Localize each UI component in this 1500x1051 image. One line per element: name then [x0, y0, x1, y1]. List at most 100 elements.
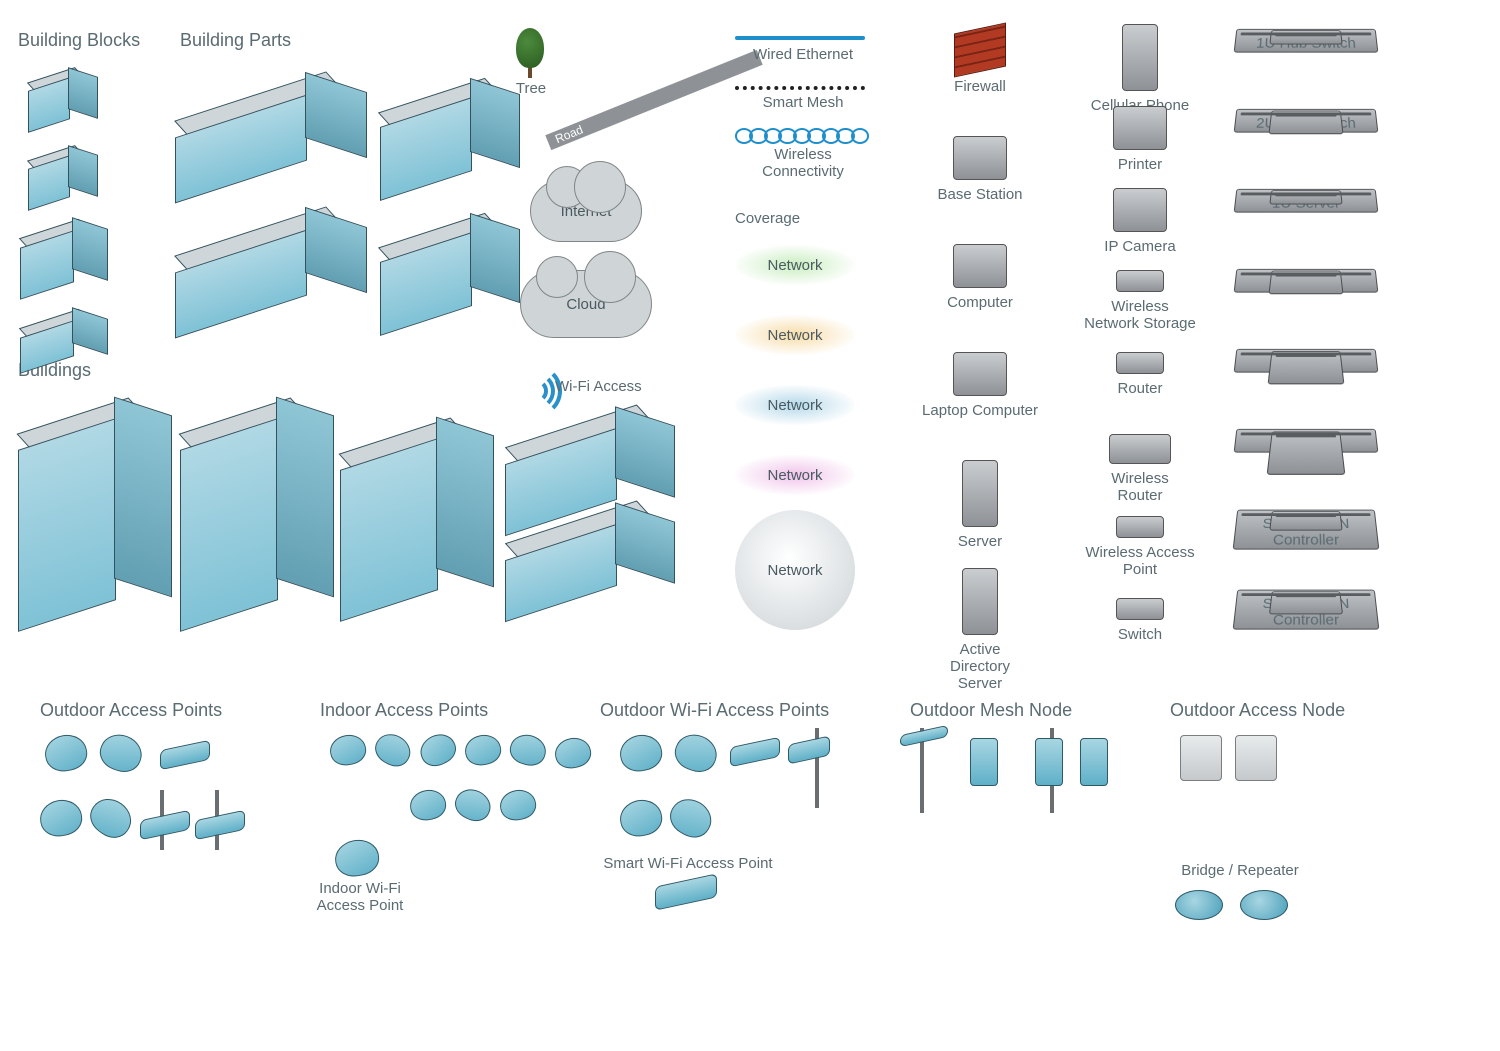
indoor-ap-icon — [498, 787, 539, 823]
repeater-icon — [1240, 890, 1288, 920]
outdoor-wifi-ap-icon — [730, 737, 780, 768]
device-ad_server-label: Active Directory Server — [910, 641, 1050, 692]
smart-wifi-ap-label: Smart Wi-Fi Access Point — [598, 855, 778, 872]
device-srv1u-icon — [1269, 190, 1342, 204]
outdoor-wifi-ap-icon — [617, 797, 665, 840]
coverage-heading: Coverage — [735, 210, 800, 227]
device-wlan1: Smart WLAN Controller — [1233, 510, 1380, 550]
heading-outdoor-ap: Outdoor Access Points — [40, 700, 222, 721]
indoor-ap-icon — [328, 732, 369, 768]
device-hub1u-icon — [1269, 30, 1342, 44]
building-part-1 — [175, 90, 375, 200]
device-computer-label: Computer — [910, 294, 1050, 311]
wifi-access-icon — [510, 365, 554, 409]
device-printer-label: Printer — [1070, 156, 1210, 173]
device-computer-icon — [953, 244, 1007, 288]
outdoor-ap-icon — [42, 732, 90, 775]
device-wns-label: Wireless Network Storage — [1070, 298, 1210, 332]
device-router: Router — [1070, 352, 1210, 397]
smart-mesh-line — [735, 86, 865, 90]
device-wlan2: Smart WLAN Controller — [1233, 590, 1380, 630]
device-ipcam: IP Camera — [1070, 188, 1210, 255]
device-ipcam-label: IP Camera — [1070, 238, 1210, 255]
indoor-wifi-ap-label: Indoor Wi-Fi Access Point — [305, 880, 415, 914]
building-block-1 — [28, 72, 98, 132]
road-icon: Road — [545, 50, 762, 150]
device-srv2u: 2U Server — [1234, 269, 1379, 293]
device-srv3u-icon — [1268, 351, 1345, 384]
internet-cloud-icon: Internet — [530, 180, 642, 242]
road-label: Road — [553, 122, 585, 146]
device-server-label: Server — [910, 533, 1050, 550]
device-srv4u: 4U Server — [1234, 429, 1379, 453]
indoor-ap-icon — [507, 731, 550, 769]
tree-icon — [516, 28, 544, 76]
building-4 — [505, 420, 685, 620]
device-router-icon — [1116, 352, 1164, 374]
device-ad_server-icon — [962, 568, 998, 635]
device-switch-icon — [1116, 598, 1164, 620]
device-laptop-icon — [953, 352, 1007, 396]
device-wlan2-icon — [1269, 591, 1343, 614]
device-switch: Switch — [1070, 598, 1210, 643]
device-srv4u-icon — [1267, 431, 1346, 474]
device-laptop-label: Laptop Computer — [910, 402, 1050, 419]
internet-label: Internet — [561, 203, 612, 220]
device-wap-icon — [1116, 516, 1164, 538]
building-block-3 — [20, 225, 110, 301]
wireless-connectivity-label: Wireless Connectivity — [738, 146, 868, 180]
outdoor-ap-icon — [37, 797, 85, 840]
indoor-ap-icon — [408, 787, 449, 823]
device-hub1u: 1U Hub Switch — [1234, 29, 1379, 53]
outdoor-wifi-ap-icon — [664, 792, 718, 844]
outdoor-ap-icon — [95, 729, 147, 777]
device-wns: Wireless Network Storage — [1070, 270, 1210, 332]
device-hub2u: 2U Hub Switch — [1234, 109, 1379, 133]
device-srv2u-icon — [1268, 271, 1343, 295]
coverage-network: Network — [735, 315, 855, 355]
outdoor-wifi-ap-icon — [670, 729, 722, 777]
access-node-icon — [1235, 735, 1277, 781]
bridge-repeater-label: Bridge / Repeater — [1165, 862, 1315, 879]
device-firewall-icon — [954, 22, 1006, 77]
device-srv3u: 3U Server — [1234, 349, 1379, 373]
device-wrouter-icon — [1109, 434, 1171, 464]
building-2 — [180, 410, 340, 630]
device-wap: Wireless Access Point — [1070, 516, 1210, 578]
building-block-2 — [28, 150, 98, 210]
bridge-icon — [1175, 890, 1223, 920]
device-router-label: Router — [1070, 380, 1210, 397]
heading-outdoor-wifi-ap: Outdoor Wi-Fi Access Points — [600, 700, 829, 721]
device-server: Server — [910, 460, 1050, 550]
building-block-4 — [20, 315, 110, 375]
indoor-ap-icon — [463, 732, 504, 768]
wired-ethernet-label: Wired Ethernet — [738, 46, 868, 63]
wireless-connectivity-line — [735, 128, 865, 142]
device-cell-icon — [1122, 24, 1158, 91]
outdoor-wifi-ap-icon — [788, 736, 830, 765]
access-node-icon — [1180, 735, 1222, 781]
device-ad_server: Active Directory Server — [910, 568, 1050, 692]
indoor-ap-icon — [553, 735, 594, 771]
wired-ethernet-line — [735, 36, 865, 40]
mesh-node-icon — [1080, 738, 1108, 786]
outdoor-ap-icon — [160, 740, 210, 771]
tree-label: Tree — [508, 80, 554, 97]
coverage-network: Network — [735, 245, 855, 285]
device-wrouter-label: Wireless Router — [1070, 470, 1210, 504]
building-part-3 — [175, 225, 375, 335]
heading-indoor-ap: Indoor Access Points — [320, 700, 488, 721]
building-1 — [18, 410, 178, 630]
heading-building-parts: Building Parts — [180, 30, 291, 51]
device-wlan1-icon — [1269, 511, 1342, 530]
device-switch-label: Switch — [1070, 626, 1210, 643]
mesh-node-icon — [970, 738, 998, 786]
device-srv1u: 1U Server — [1234, 189, 1379, 213]
device-cell: Cellular Phone — [1070, 24, 1210, 114]
device-wap-label: Wireless Access Point — [1070, 544, 1210, 578]
outdoor-wifi-ap-icon — [617, 732, 665, 775]
outdoor-ap-icon — [83, 791, 138, 845]
heading-outdoor-access-node: Outdoor Access Node — [1170, 700, 1345, 721]
device-laptop: Laptop Computer — [910, 352, 1050, 419]
outdoor-ap-icon — [195, 810, 245, 841]
